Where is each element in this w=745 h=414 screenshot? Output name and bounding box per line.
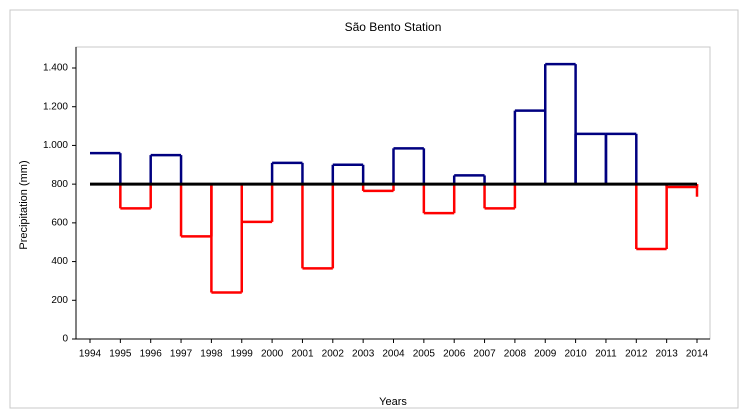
x-tick-label: 2004 bbox=[382, 349, 405, 360]
x-tick-label: 1995 bbox=[109, 349, 132, 360]
x-tick-label: 2012 bbox=[625, 349, 648, 360]
x-tick-label: 2003 bbox=[352, 349, 375, 360]
x-tick-label: 2009 bbox=[534, 349, 557, 360]
x-tick-label: 2010 bbox=[564, 349, 587, 360]
x-tick-label: 2000 bbox=[261, 349, 284, 360]
x-tick-label: 1997 bbox=[170, 349, 193, 360]
x-tick-label: 1998 bbox=[200, 349, 223, 360]
y-tick-label: 800 bbox=[51, 179, 68, 190]
chart-title: São Bento Station bbox=[345, 20, 442, 34]
x-tick-label: 2006 bbox=[443, 349, 466, 360]
x-tick-label: 2013 bbox=[656, 349, 679, 360]
x-tick-label: 2005 bbox=[413, 349, 436, 360]
x-axis-label: Years bbox=[379, 396, 407, 408]
x-tick-label: 2011 bbox=[595, 349, 617, 360]
x-tick-label: 2001 bbox=[291, 349, 314, 360]
x-tick-label: 2008 bbox=[504, 349, 527, 360]
x-tick-label: 2007 bbox=[473, 349, 496, 360]
x-tick-label: 1994 bbox=[79, 349, 102, 360]
x-tick-label: 2014 bbox=[686, 349, 709, 360]
y-tick-label: 200 bbox=[51, 295, 68, 306]
x-tick-label: 1999 bbox=[231, 349, 254, 360]
y-tick-label: 600 bbox=[51, 217, 68, 228]
y-tick-label: 1.200 bbox=[43, 101, 68, 112]
y-tick-label: 400 bbox=[51, 256, 68, 267]
y-tick-label: 1.000 bbox=[43, 140, 68, 151]
x-tick-label: 2002 bbox=[322, 349, 345, 360]
y-tick-label: 0 bbox=[62, 334, 68, 345]
x-tick-label: 1996 bbox=[140, 349, 163, 360]
y-axis-label: Precipitation (mm) bbox=[18, 160, 30, 249]
y-tick-label: 1.400 bbox=[43, 63, 68, 74]
